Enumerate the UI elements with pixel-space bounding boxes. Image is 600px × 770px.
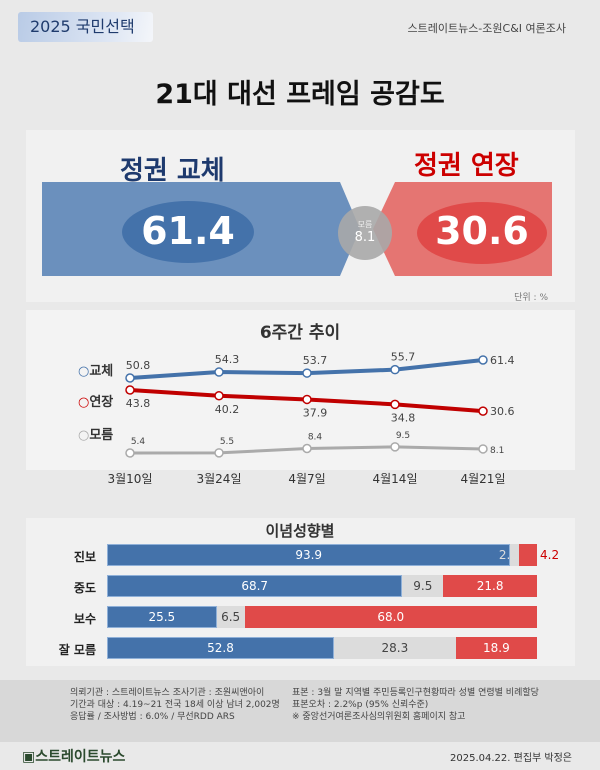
x-tick-label: 3월10일	[107, 472, 153, 486]
data-point	[214, 391, 224, 401]
note: 표본오차 : 2.2%p (95% 신뢰수준)	[292, 700, 429, 710]
bar-value-label: 2.0	[498, 548, 518, 562]
row-label: 잘 모름	[58, 643, 96, 657]
bar-segment: 18.9	[455, 637, 537, 659]
bar-segment: 68.0	[244, 606, 537, 628]
legend-extend: ○연장	[78, 395, 114, 410]
data-point	[214, 367, 224, 377]
data-label: 8.4	[308, 433, 323, 443]
stacked-bar: 68.7 9.5 21.8	[107, 575, 537, 597]
bar-segment: 28.3	[334, 637, 456, 659]
mid-circle	[338, 206, 392, 260]
data-point	[478, 444, 488, 454]
unit-label: 단위 : %	[514, 293, 548, 303]
note: 기간과 대상 : 4.19~21 전국 18세 이상 남녀 2,002명	[70, 700, 280, 710]
data-point	[478, 355, 488, 365]
right-value: 30.6	[435, 209, 529, 253]
bar-segment: 68.7	[107, 575, 403, 597]
left-label: 정권 교체	[120, 156, 225, 186]
note: 의뢰기관 : 스트레이트뉴스 조사기관 : 조원씨앤아이	[70, 688, 265, 698]
date-credit: 2025.04.22. 편집부 박정은	[450, 753, 572, 764]
data-label: 37.9	[303, 406, 328, 419]
data-point	[214, 448, 224, 458]
data-point	[478, 406, 488, 416]
bar-segment: 52.8	[107, 637, 335, 659]
logo: ▣스트레이트뉴스	[22, 749, 126, 765]
data-point	[125, 448, 135, 458]
right-label: 정권 연장	[414, 151, 519, 181]
x-tick-label: 4월21일	[460, 472, 506, 486]
data-label: 43.8	[126, 397, 151, 410]
data-label: 53.7	[303, 354, 328, 367]
bar-segment: 25.5	[107, 606, 217, 628]
data-point	[302, 368, 312, 378]
legend-replace: ○교체	[78, 364, 114, 379]
note: ※ 중앙선거여론조사심의위원회 홈페이지 참고	[292, 712, 466, 722]
data-label: 30.6	[490, 405, 515, 418]
summary-graphic	[42, 182, 552, 276]
bottom-bar	[0, 742, 600, 770]
trend-chart: 50.8 54.3 53.7 55.7 61.4 43.8 40.2 37.9 34.8 30.6…	[125, 351, 515, 458]
data-label: 9.5	[396, 431, 410, 441]
bar-segment: 2.0	[499, 544, 519, 566]
data-label: 54.3	[215, 353, 240, 366]
page-title: 21대 대선 프레임 공감도	[155, 79, 445, 110]
bar-segment: 21.8	[443, 575, 537, 597]
bar-segment: 93.9	[107, 544, 511, 566]
bar-segment: 4.2	[518, 544, 559, 566]
bar-segment: 6.5	[216, 606, 245, 628]
mid-value: 8.1	[354, 230, 376, 245]
data-label: 40.2	[215, 403, 240, 416]
x-tick-label: 4월14일	[372, 472, 418, 486]
row-label: 보수	[73, 612, 96, 626]
note: 응답률 / 조사방법 : 6.0% / 무선RDD ARS	[70, 712, 235, 722]
stacked-bar: 93.9 2.0 4.2	[107, 544, 559, 566]
stacked-bar: 52.8 28.3 18.9	[107, 637, 537, 659]
data-point	[390, 399, 400, 410]
row-label: 진보	[73, 550, 96, 564]
data-point	[125, 385, 135, 395]
data-point	[302, 394, 312, 405]
data-label: 5.4	[131, 437, 146, 447]
data-point	[125, 373, 135, 383]
data-label: 8.1	[490, 446, 504, 456]
legend-unknown: ○모름	[78, 428, 114, 443]
x-tick-label: 3월24일	[196, 472, 242, 486]
data-point	[302, 443, 312, 454]
data-point	[390, 442, 400, 452]
data-label: 5.5	[220, 437, 234, 447]
data-point	[390, 364, 400, 375]
logo-icon: ▣	[22, 749, 36, 765]
left-value: 61.4	[141, 209, 235, 253]
data-label: 55.7	[391, 351, 416, 364]
data-label: 34.8	[391, 411, 416, 424]
x-tick-label: 4월7일	[288, 472, 326, 486]
footer-notes: 의뢰기관 : 스트레이트뉴스 조사기관 : 조원씨앤아이 기간과 대상 : 4.…	[0, 680, 600, 742]
bar-value-label: 4.2	[540, 548, 560, 562]
source-text: 스트레이트뉴스-조원C&I 여론조사	[407, 22, 566, 35]
stacked-bar: 25.5 6.5 68.0	[107, 606, 537, 628]
right-ellipse	[417, 202, 547, 264]
data-label: 50.8	[126, 359, 151, 372]
ideology-title: 이념성향별	[265, 522, 335, 540]
trend-panel	[26, 310, 575, 470]
data-label: 61.4	[490, 354, 515, 367]
trend-title: 6주간 추이	[259, 323, 341, 343]
row-label: 중도	[73, 581, 96, 595]
mid-label: 모름	[357, 220, 373, 229]
note: 표본 : 3월 말 지역별 주민등록인구현황따라 성별 연령별 비례할당	[292, 688, 539, 698]
section-badge: 2025 국민선택	[18, 12, 153, 42]
left-ellipse	[122, 201, 254, 263]
bar-segment: 9.5	[402, 575, 444, 597]
